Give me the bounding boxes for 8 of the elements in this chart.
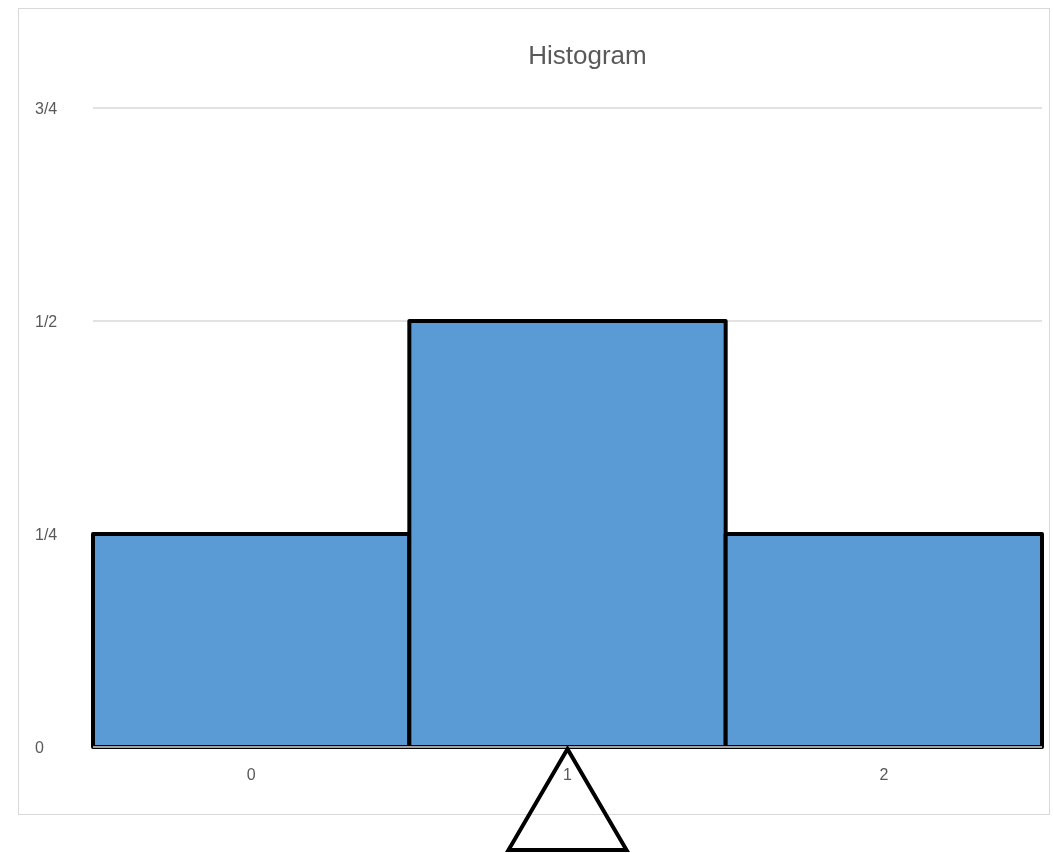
y-tick-label: 0 (35, 738, 44, 756)
y-tick-label: 1/2 (35, 312, 58, 330)
x-tick-label: 1 (563, 766, 573, 784)
x-tick-label: 2 (879, 766, 889, 784)
chart-title: Histogram (528, 40, 647, 70)
y-tick-label: 1/4 (35, 525, 58, 543)
y-tick-label: 3/4 (35, 99, 58, 117)
x-tick-label: 0 (246, 766, 256, 784)
